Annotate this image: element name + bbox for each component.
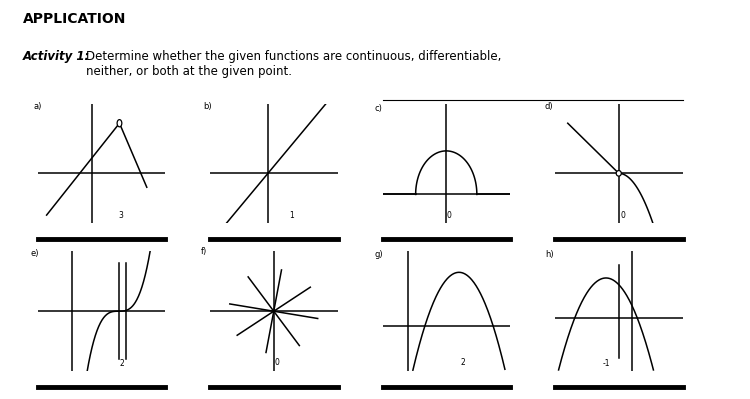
Text: 0: 0: [274, 358, 280, 367]
Text: APPLICATION: APPLICATION: [22, 12, 126, 26]
Text: 2: 2: [120, 359, 124, 368]
Text: 0: 0: [620, 211, 625, 220]
Text: h): h): [544, 250, 554, 259]
Text: Activity 1:: Activity 1:: [22, 50, 90, 63]
Text: e): e): [31, 249, 39, 258]
Circle shape: [616, 170, 621, 176]
Text: a): a): [34, 102, 42, 111]
Text: g): g): [375, 250, 383, 259]
Circle shape: [117, 120, 122, 127]
Text: 1: 1: [289, 211, 293, 220]
Text: 0: 0: [446, 211, 452, 220]
Text: 2: 2: [460, 358, 465, 367]
Text: -1: -1: [602, 359, 610, 368]
Text: Determine whether the given functions are continuous, differentiable,
neither, o: Determine whether the given functions ar…: [86, 50, 502, 78]
Text: d): d): [544, 102, 554, 111]
Text: f): f): [200, 247, 207, 257]
Text: b): b): [203, 102, 211, 111]
Text: 3: 3: [118, 211, 124, 220]
Text: c): c): [375, 104, 382, 113]
